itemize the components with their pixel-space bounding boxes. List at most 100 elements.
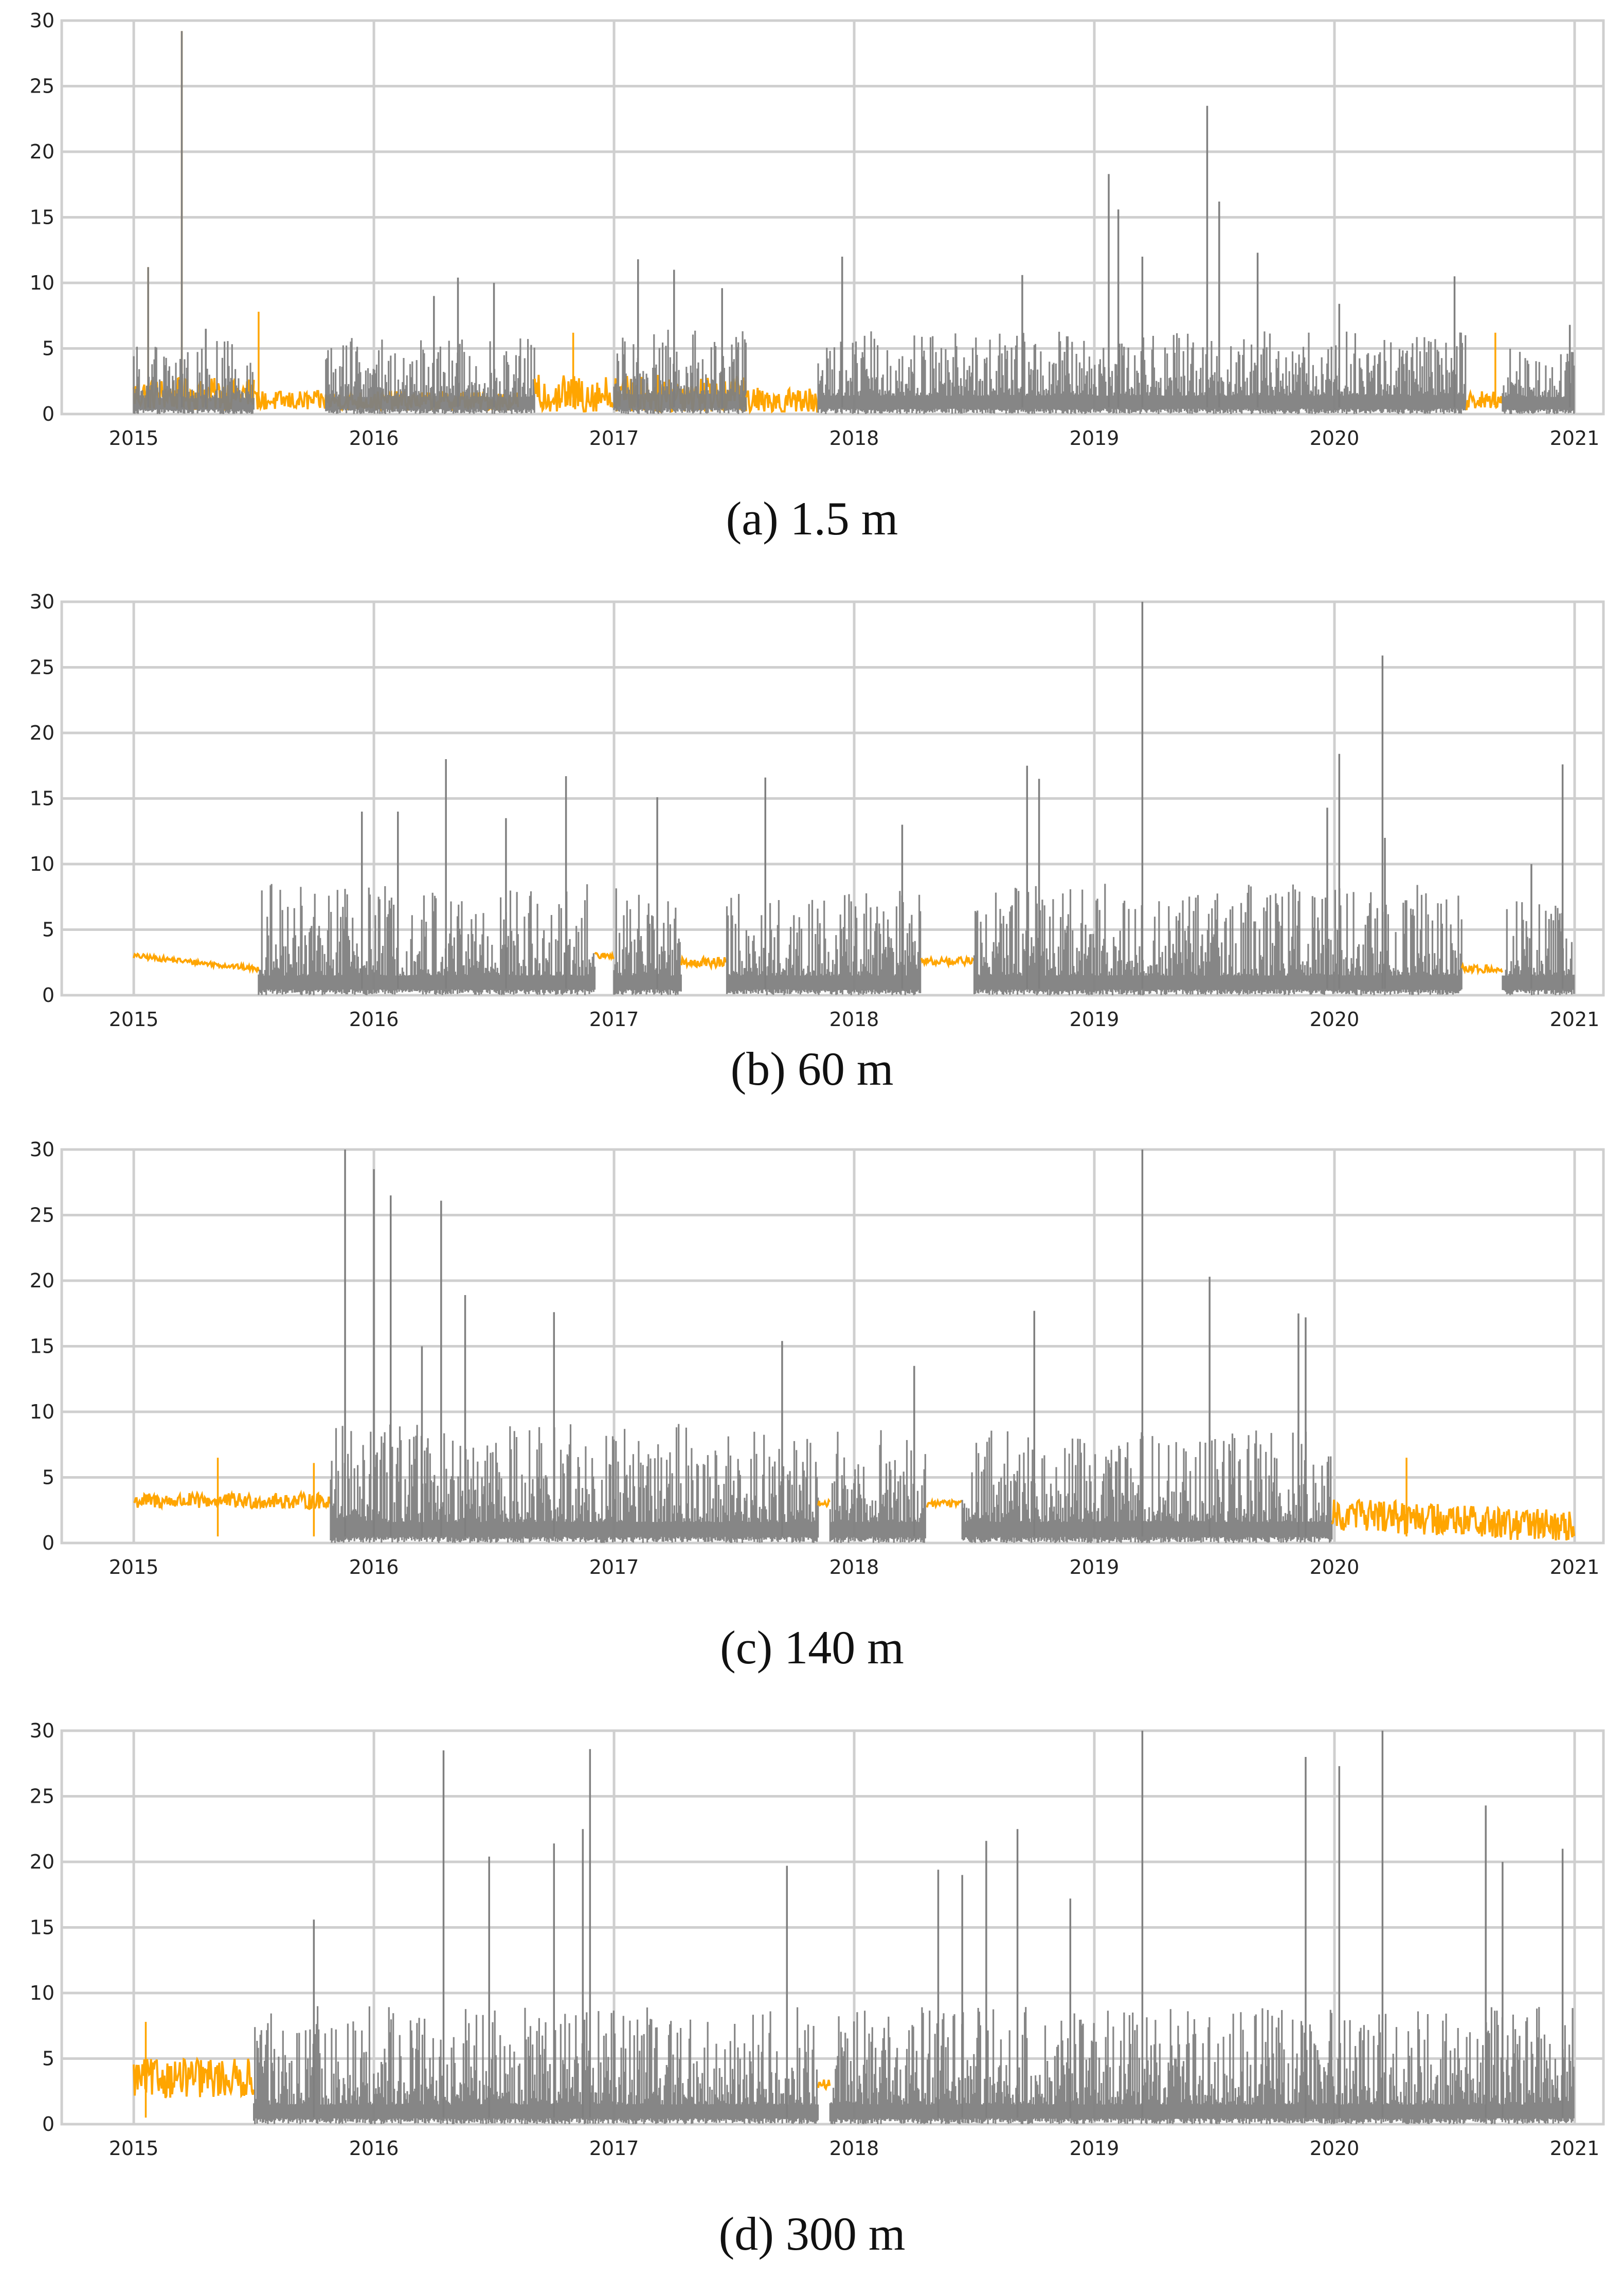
chart-c: 0 5 10 15 20 25 30 2015 2016 2017 2018 2019 2020 2021 (30, 1138, 1605, 1578)
series-gray-segment (613, 797, 682, 995)
y-tick-label: 15 (30, 787, 55, 810)
x-tick-label: 2021 (1550, 427, 1600, 450)
y-tick-label: 20 (30, 1851, 55, 1873)
series-gray-segment (829, 1731, 1575, 2124)
series-gray-segment (133, 31, 255, 414)
x-tick-label: 2016 (349, 427, 399, 450)
x-tick-label: 2020 (1310, 2137, 1360, 2160)
caption-a: (a) 1.5 m (726, 492, 898, 545)
series-gray-segment (613, 259, 747, 414)
chart-b: 0 5 10 15 20 25 30 2015 2016 2017 2018 2019 2020 2021 (30, 590, 1605, 1031)
x-tick-label: 2019 (1070, 2137, 1120, 2160)
series-bars (829, 1430, 926, 1543)
y-tick-label: 5 (42, 919, 55, 941)
x-tick-label: 2016 (349, 1556, 399, 1578)
series-gray-segment (829, 1366, 926, 1543)
x-tick-label: 2020 (1310, 1556, 1360, 1578)
chart-d: 0 5 10 15 20 25 30 2015 2016 2017 2018 2019 2020 2021 (30, 1719, 1605, 2160)
y-tick-label: 5 (42, 2048, 55, 2070)
series-line (1460, 961, 1503, 976)
series-gray-segment (973, 602, 1463, 995)
series-bars (1502, 349, 1575, 414)
chart-panel-b: 0 5 10 15 20 25 30 2015 2016 2017 2018 2019 2020 2021 (0, 581, 1624, 1034)
series-orange-segment (133, 1458, 332, 1537)
series-orange-segment (920, 954, 975, 969)
series-orange-segment (817, 2079, 831, 2091)
series-bars (961, 1430, 1333, 1543)
series-gray-segment (330, 1150, 819, 1543)
y-tick-label: 0 (42, 984, 55, 1007)
series-bars (726, 891, 922, 995)
x-tick-label: 2017 (589, 1008, 639, 1031)
chart-panel-d: 0 5 10 15 20 25 30 2015 2016 2017 2018 2019 2020 2021 (0, 1710, 1624, 2163)
series-line (920, 954, 975, 969)
series-gray-segment (1502, 764, 1575, 995)
y-tick-label: 10 (30, 1982, 55, 2004)
series-orange-segment (1465, 332, 1503, 410)
series-gray-segment (961, 1150, 1333, 1543)
series-orange-segment (1331, 1458, 1575, 1541)
x-tick-label: 2017 (589, 2137, 639, 2160)
y-tick-label: 20 (30, 140, 55, 163)
series-bars (330, 1424, 819, 1543)
x-tick-label: 2017 (589, 1556, 639, 1578)
x-tick-label: 2018 (829, 1556, 879, 1578)
series-orange-segment (745, 386, 819, 415)
series-gray-segment (253, 1749, 819, 2124)
chart-panel-c: 0 5 10 15 20 25 30 2015 2016 2017 2018 2019 2020 2021 (0, 1129, 1624, 1582)
series-gray-segment (726, 777, 922, 995)
y-tick-label: 25 (30, 75, 55, 98)
series-line (817, 2079, 831, 2091)
series-line (745, 386, 819, 415)
x-tick-label: 2021 (1550, 1556, 1600, 1578)
series-orange-segment (133, 31, 255, 411)
series-gray-segment (258, 759, 596, 995)
series-line (680, 954, 727, 971)
y-tick-label: 10 (30, 1401, 55, 1423)
x-tick-label: 2020 (1310, 427, 1360, 450)
series-orange-segment (133, 952, 260, 974)
y-tick-label: 0 (42, 403, 55, 425)
series-bars (973, 884, 1463, 995)
chart-panel-a: 0 5 10 15 20 25 30 2015 2016 2017 2018 2019 2020 2021 (0, 0, 1624, 453)
series-gray-segment (325, 277, 535, 414)
series-bars (829, 2007, 1575, 2124)
y-tick-label: 30 (30, 9, 55, 32)
series-orange-segment (926, 1497, 963, 1510)
x-tick-label: 2019 (1070, 427, 1120, 450)
series-line (133, 1489, 332, 1511)
x-tick-label: 2016 (349, 2137, 399, 2160)
series-orange-segment (594, 950, 615, 961)
caption-b: (b) 60 m (730, 1043, 894, 1095)
x-tick-label: 2018 (829, 2137, 879, 2160)
y-tick-label: 0 (42, 2113, 55, 2135)
caption-c: (c) 140 m (720, 1621, 904, 1674)
y-tick-label: 25 (30, 1785, 55, 1808)
series-line (594, 950, 615, 961)
series-line (817, 1498, 831, 1509)
y-tick-label: 10 (30, 853, 55, 875)
x-tick-label: 2019 (1070, 1008, 1120, 1031)
series-line (926, 1497, 963, 1510)
series-orange-segment (680, 954, 727, 971)
series-gray-segment (1502, 325, 1575, 414)
x-tick-label: 2017 (589, 427, 639, 450)
y-tick-label: 15 (30, 206, 55, 229)
x-tick-label: 2015 (109, 1556, 159, 1578)
series-bars (1502, 901, 1575, 995)
x-tick-label: 2021 (1550, 2137, 1600, 2160)
y-tick-label: 0 (42, 1532, 55, 1554)
series-orange-segment (133, 2022, 255, 2118)
series-orange-segment (817, 1498, 831, 1509)
series-bars (258, 884, 596, 995)
series-bars (325, 338, 535, 414)
series-line (133, 952, 260, 974)
series-bars (613, 330, 747, 414)
y-tick-label: 20 (30, 1269, 55, 1292)
x-tick-label: 2021 (1550, 1008, 1600, 1031)
y-tick-label: 10 (30, 272, 55, 294)
y-tick-label: 5 (42, 337, 55, 360)
y-tick-label: 25 (30, 1204, 55, 1227)
y-tick-label: 25 (30, 656, 55, 679)
x-tick-label: 2016 (349, 1008, 399, 1031)
